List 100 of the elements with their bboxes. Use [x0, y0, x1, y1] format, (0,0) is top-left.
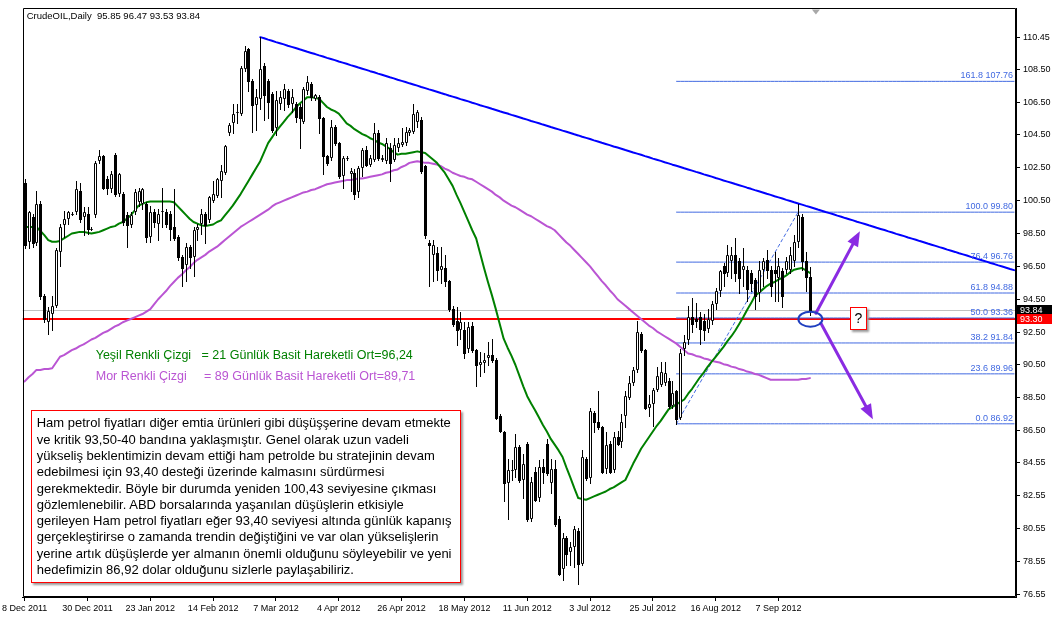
y-tick-label: 106.50	[1023, 96, 1051, 107]
candlestick	[185, 242, 188, 283]
x-tick-label: 16 Aug 2012	[690, 602, 741, 613]
series-label: 61.8 94.88	[970, 281, 1013, 292]
y-tick-label: 102.50	[1023, 162, 1051, 173]
x-tick-label: 7 Sep 2012	[755, 602, 802, 613]
y-tick-label: 90.50	[1023, 359, 1046, 370]
candlestick	[259, 36, 262, 111]
y-tick-label: 110.45	[1023, 31, 1050, 42]
candlestick	[63, 210, 66, 239]
y-tick-label: 108.50	[1023, 63, 1051, 74]
candlestick	[793, 234, 796, 268]
text: Mor Renkli Çizgi = 89 Günlük Basit Hareketli Ort=89,71	[95, 368, 416, 383]
y-tick-label: 82.55	[1023, 490, 1046, 501]
candlestick	[573, 525, 576, 569]
candlestick	[660, 361, 663, 388]
candlestick	[699, 311, 702, 346]
y-tick-label: 80.55	[1023, 522, 1046, 533]
y-tick-label: 92.50	[1023, 326, 1046, 337]
candlestick	[750, 269, 753, 293]
candlestick	[436, 246, 439, 282]
candlestick	[738, 257, 741, 295]
candlestick	[75, 180, 78, 216]
series-label: 23.6 89.96	[970, 362, 1013, 373]
y-tick-label: 76.55	[1023, 588, 1046, 599]
candlestick	[200, 208, 203, 236]
candlestick	[365, 145, 368, 168]
candlestick	[353, 168, 356, 201]
candlestick	[695, 302, 698, 329]
candlestick	[440, 246, 443, 285]
x-tick-label: 23 Jan 2012	[125, 602, 176, 613]
candlestick	[94, 160, 97, 219]
candlestick	[169, 210, 172, 242]
y-tick-label: 84.55	[1023, 457, 1046, 468]
candlestick	[193, 226, 196, 278]
text: Yeşil Renkli Çizgi = 21 Günlük Basit Hareketli Ort=96,24	[95, 347, 413, 362]
candlestick	[656, 366, 659, 393]
x-tick-label: 8 Dec 2011	[2, 602, 48, 613]
series-label: 0.0 86.92	[975, 412, 1013, 423]
candlestick	[295, 101, 298, 124]
candlestick	[774, 251, 777, 303]
x-tick-label: 11 Jun 2012	[502, 602, 552, 613]
candlestick	[275, 90, 278, 137]
candlestick	[157, 208, 160, 242]
candlestick	[789, 246, 792, 275]
ref-line-label: 93.30	[1020, 313, 1043, 324]
series-label: 38.2 91.84	[970, 331, 1013, 342]
y-tick-label: 100.50	[1023, 195, 1051, 206]
candlestick	[357, 165, 360, 199]
series-label: 100.0 99.80	[965, 200, 1013, 211]
x-tick-label: 26 Apr 2012	[377, 602, 426, 613]
candlestick	[141, 187, 144, 211]
text: Ham petrol fiyatları diğer emtia ürünleri gibi düşüşşerine devam etmekte ve kritik 93,50-40 bandına yaklaşmıştır. Genel olarak uzun vadeli yükseliş beklentimizin devam ettiği ham petrolde bu stratejinin devam edebilmesi için 93,40 desteği üzerinde kalmasını sürdürmesi gerekmektedir. Böyle bir durumda yeniden 100,43 seviyesine çıkması gözlemlenebilir. ABD borsalarında yaşanılan düşüşlerin etkisiyle gerileyen Ham petrol fiyatları eğer 93,40 seviyesi altında günlük kapanış gerçekleştirirse o zamanda trendin değiştiğini ve var olan yükselişlerin yerine artık düşüşlerde yer almanın önemli olduğunu söyleyebilir ve yeni hedefimizin 86,92 dolar olduğunu sizlerle paylaşabiliriz.	[36, 415, 452, 578]
candlestick	[330, 119, 333, 162]
candlestick	[432, 239, 435, 283]
y-tick-label: 98.50	[1023, 228, 1046, 238]
y-tick-label: 94.50	[1023, 293, 1046, 304]
chart-title: CrudeOIL,Daily 95.85 96.47 93.53 93.84	[26, 9, 200, 21]
candlestick	[208, 195, 211, 224]
x-tick-label: 30 Dec 2011	[62, 602, 113, 613]
candlestick	[165, 208, 168, 229]
x-tick-label: 4 Apr 2012	[317, 602, 361, 613]
annotation: ?	[849, 307, 867, 331]
candlestick	[703, 313, 706, 342]
candlestick	[683, 334, 686, 357]
candlestick	[463, 321, 466, 360]
candlestick	[134, 188, 137, 216]
x-tick-label: 25 Jul 2012	[629, 602, 677, 613]
candlestick	[687, 305, 690, 346]
candlestick	[51, 295, 54, 332]
candlestick	[734, 237, 737, 283]
candlestick	[401, 127, 404, 148]
candlestick	[636, 320, 639, 374]
candlestick	[707, 308, 710, 334]
candlestick	[538, 459, 541, 503]
y-tick-label: 86.50	[1023, 425, 1046, 436]
candlestick	[456, 306, 459, 347]
candlestick	[232, 103, 235, 135]
candlestick	[138, 187, 141, 208]
candlestick	[762, 257, 765, 288]
candlestick	[746, 265, 749, 303]
candlestick	[361, 147, 364, 178]
candlestick	[632, 366, 635, 387]
candlestick	[730, 246, 733, 280]
x-tick-label: 3 Jul 2012	[569, 602, 611, 613]
x-tick-label: 18 May 2012	[438, 602, 491, 613]
candlestick	[589, 407, 592, 485]
candlestick	[742, 247, 745, 288]
candlestick	[373, 122, 376, 163]
candlestick	[652, 387, 655, 428]
ref-line-label: 93.84	[1020, 304, 1043, 315]
series-label: 161.8 107.76	[960, 69, 1013, 80]
candlestick	[412, 103, 415, 135]
candlestick	[569, 541, 572, 567]
series-label: 76.4 96.76	[970, 250, 1013, 261]
series-label: 50.0 93.36	[970, 306, 1013, 317]
candlestick	[605, 431, 608, 475]
candlestick	[310, 81, 313, 102]
candlestick	[283, 83, 286, 112]
candlestick	[613, 431, 616, 474]
